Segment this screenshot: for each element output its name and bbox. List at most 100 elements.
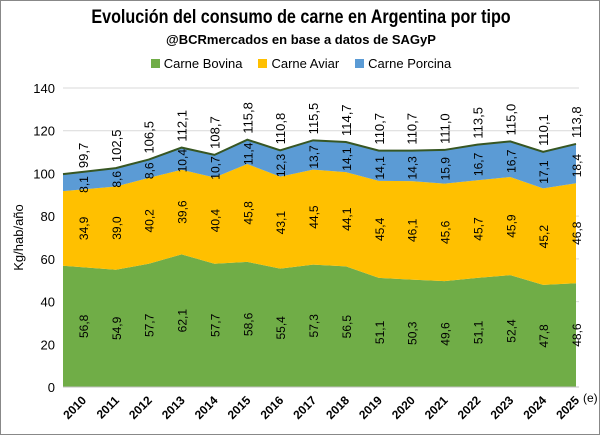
- data-label: 11,4: [241, 142, 255, 165]
- x-tick-label: 2012: [126, 393, 155, 422]
- data-label: 43,1: [274, 211, 288, 235]
- data-label: 40,4: [208, 209, 222, 233]
- data-label: 16,7: [471, 152, 485, 176]
- x-tick-label: 2010: [60, 393, 89, 422]
- data-label: 45,9: [504, 214, 518, 238]
- total-label: 115,5: [306, 103, 321, 135]
- total-label: 115,0: [503, 104, 518, 136]
- data-label: 18,4: [570, 154, 584, 178]
- legend-swatch: [355, 59, 365, 68]
- data-label: 46,8: [570, 221, 584, 245]
- data-label: 15,9: [439, 157, 453, 181]
- data-label: 50,3: [406, 321, 420, 345]
- data-label: 55,4: [274, 316, 288, 340]
- total-label: 108,7: [207, 116, 222, 149]
- y-tick-label: 100: [33, 166, 55, 181]
- total-label: 110,1: [536, 114, 551, 146]
- x-tick-label: 2025: [553, 393, 582, 422]
- data-label: 56,5: [340, 315, 354, 339]
- total-label: 114,7: [339, 104, 354, 136]
- x-tick-label: 2023: [488, 393, 517, 422]
- data-label: 10,4: [176, 149, 190, 173]
- y-tick-label: 80: [41, 209, 55, 224]
- data-label: 34,9: [77, 216, 91, 240]
- data-label: 45,4: [373, 217, 387, 241]
- x-tick-label: 2016: [258, 393, 287, 422]
- area-carne-bovina: [63, 254, 576, 387]
- total-label: 110,7: [405, 113, 420, 145]
- x-tick-label: 2021: [422, 393, 451, 422]
- data-label: 49,6: [439, 322, 453, 346]
- total-label: 111,0: [438, 113, 453, 144]
- data-label: 44,1: [340, 207, 354, 231]
- area-carne-porcina: [63, 139, 576, 192]
- data-label: 58,6: [241, 312, 255, 336]
- data-label: 57,7: [143, 313, 157, 337]
- data-label: 8,1: [77, 176, 91, 193]
- total-label: 113,5: [470, 107, 485, 139]
- legend-item-porcina: Carne Porcina: [355, 56, 451, 71]
- data-label: 46,1: [406, 218, 420, 242]
- data-label: 47,8: [537, 324, 551, 348]
- y-axis-label: Kg/hab/año: [11, 204, 26, 271]
- data-label: 51,1: [471, 320, 485, 344]
- legend-label: Carne Aviar: [271, 56, 340, 71]
- y-tick-label: 60: [41, 252, 55, 267]
- legend-item-aviar: Carne Aviar: [258, 56, 339, 71]
- y-tick-label: 20: [41, 337, 55, 352]
- legend-swatch: [258, 59, 268, 68]
- data-label: 12,3: [274, 153, 288, 177]
- data-label: 10,7: [208, 156, 222, 180]
- total-label: 102,5: [109, 130, 124, 163]
- x-tick-label: 2019: [356, 393, 385, 422]
- data-label: 62,1: [176, 309, 190, 333]
- data-label: 51,1: [373, 320, 387, 344]
- legend-item-bovina: Carne Bovina: [150, 56, 243, 71]
- data-label: 45,6: [439, 220, 453, 244]
- y-tick-label: 120: [33, 124, 55, 139]
- total-label: 110,7: [372, 113, 387, 145]
- data-label: 56,8: [77, 314, 91, 338]
- x-tick-label: 2013: [159, 393, 188, 422]
- x-tick-label: 2017: [290, 393, 319, 422]
- data-label: 57,7: [208, 313, 222, 337]
- data-label: 48,6: [570, 323, 584, 347]
- data-label: 17,1: [537, 160, 551, 184]
- data-label: 39,0: [110, 216, 124, 240]
- area-carne-aviar: [63, 164, 576, 285]
- x-tick-label: 2020: [389, 393, 418, 422]
- data-label: 40,2: [143, 209, 157, 233]
- data-label: 13,7: [307, 145, 321, 169]
- total-label: 113,8: [569, 106, 584, 138]
- x-note: (e): [583, 391, 598, 405]
- data-label: 54,9: [110, 316, 124, 340]
- data-label: 39,6: [176, 200, 190, 224]
- legend-swatch: [150, 59, 160, 68]
- total-line: [62, 138, 577, 176]
- total-label: 106,5: [142, 121, 157, 154]
- data-label: 45,8: [241, 201, 255, 225]
- x-tick-label: 2024: [520, 393, 549, 422]
- data-label: 14,1: [340, 147, 354, 171]
- data-label: 45,2: [537, 225, 551, 249]
- legend: Carne Bovina Carne Aviar Carne Porcina: [1, 56, 599, 71]
- chart-subtitle: @BCRmercados en base a datos de SAGyP: [166, 32, 436, 47]
- total-label: 112,1: [175, 110, 190, 142]
- legend-label: Carne Porcina: [368, 56, 452, 71]
- legend-label: Carne Bovina: [163, 56, 243, 71]
- data-label: 45,7: [471, 217, 485, 241]
- x-tick-label: 2022: [455, 393, 484, 422]
- data-label: 8,6: [143, 162, 157, 179]
- data-label: 14,1: [373, 156, 387, 180]
- data-label: 57,3: [307, 314, 321, 338]
- y-tick-label: 40: [41, 295, 55, 310]
- x-tick-label: 2014: [192, 393, 221, 422]
- data-label: 14,3: [406, 156, 420, 180]
- total-label: 110,8: [273, 113, 288, 145]
- data-label: 52,4: [504, 319, 518, 343]
- total-label: 99,7: [76, 143, 91, 168]
- y-tick-label: 140: [33, 81, 55, 96]
- x-tick-label: 2011: [94, 393, 123, 422]
